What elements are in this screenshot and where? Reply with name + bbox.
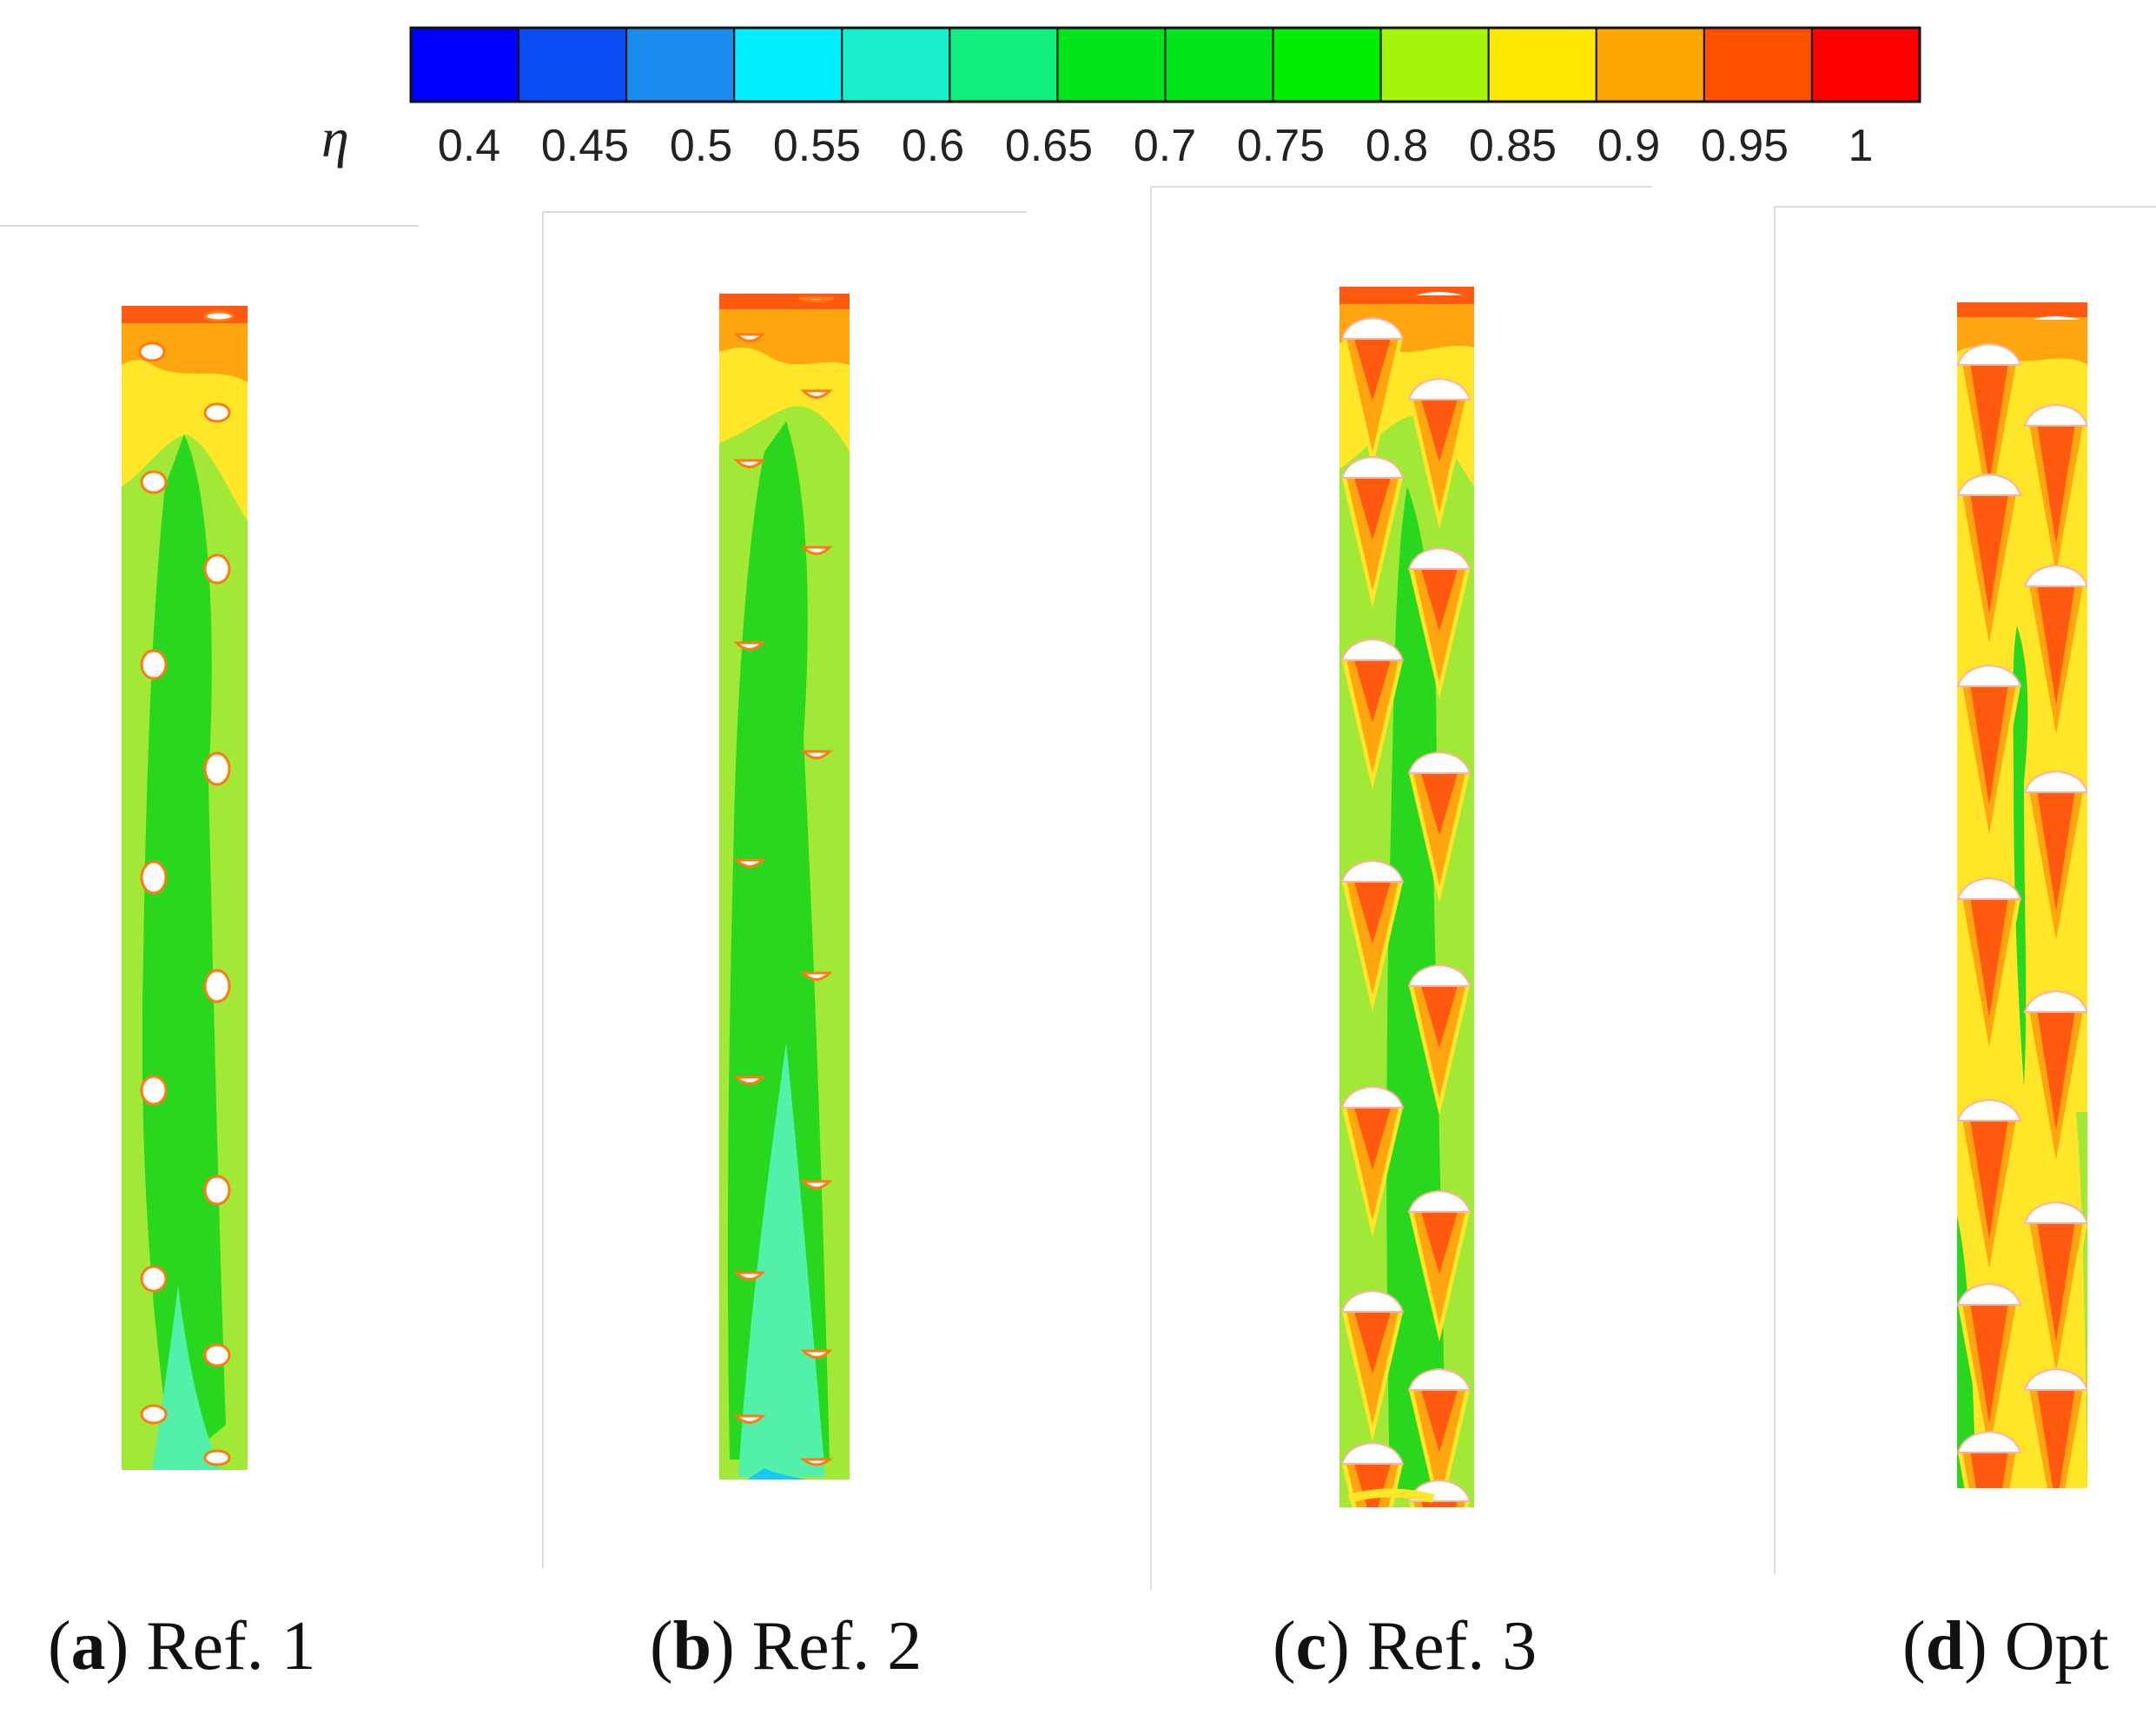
colorbar-cell — [1056, 27, 1167, 103]
colorbar-tick-label: 0.85 — [1469, 121, 1557, 171]
colorbar-tick-label: 0.45 — [541, 121, 629, 171]
caption-b: (b) Ref. 2 — [650, 1608, 923, 1685]
colorbar-tick-label: 0.55 — [773, 121, 861, 171]
caption-b-letter: b — [672, 1608, 712, 1685]
colorbar-frame — [409, 26, 1921, 103]
colorbar: η 0.4 0.45 0.5 0.55 0.6 0.65 0.7 0.75 0.8 0.85 0.9… — [321, 26, 1921, 171]
caption-d: (d) Opt — [1902, 1608, 2109, 1685]
colorbar-tick-label: 0.75 — [1237, 121, 1325, 171]
colorbar-cell — [733, 27, 843, 103]
colorbar-tick-label: 0.5 — [670, 121, 732, 171]
colorbar-tick-label: 0.8 — [1366, 121, 1428, 171]
contour-panel-a — [122, 306, 248, 1470]
colorbar-cell — [410, 27, 520, 103]
colorbar-tick-label: 0.65 — [1005, 121, 1093, 171]
caption-d-label: Opt — [2004, 1608, 2109, 1685]
colorbar-tick-label: 0.7 — [1134, 121, 1196, 171]
colorbar-cell — [1595, 27, 1705, 103]
caption-c-label: Ref. 3 — [1366, 1608, 1538, 1685]
colorbar-cell — [1487, 27, 1597, 103]
contour-panel-b — [719, 294, 850, 1479]
colorbar-tick-label: 0.95 — [1701, 121, 1789, 171]
colorbar-cell — [1272, 27, 1382, 103]
colorbar-cell — [1810, 27, 1921, 103]
panel-frames — [0, 186, 2156, 1590]
colorbar-tick-label: 1 — [1848, 121, 1874, 171]
contour-panel-d — [1957, 302, 2087, 1488]
caption-a-letter: a — [70, 1608, 106, 1685]
colorbar-cell — [841, 27, 951, 103]
colorbar-cell — [625, 27, 736, 103]
caption-c-letter: c — [1295, 1608, 1327, 1685]
contour-panel-c — [1339, 287, 1474, 1507]
colorbar-cell — [1379, 27, 1490, 103]
colorbar-cell — [949, 27, 1059, 103]
colorbar-ticks: 0.4 0.45 0.5 0.55 0.6 0.65 0.7 0.75 0.8 0.85 0.9 0.… — [438, 121, 1874, 171]
colorbar-cells — [410, 27, 1921, 103]
colorbar-symbol: η — [321, 107, 349, 169]
caption-a: (a) Ref. 1 — [48, 1608, 316, 1685]
colorbar-tick-label: 0.9 — [1597, 121, 1660, 171]
colorbar-tick-label: 0.6 — [902, 121, 964, 171]
colorbar-cell — [518, 27, 628, 103]
caption-d-letter: d — [1925, 1608, 1965, 1685]
colorbar-tick-label: 0.4 — [438, 121, 500, 171]
caption-c: (c) Ref. 3 — [1273, 1608, 1538, 1685]
caption-a-label: Ref. 1 — [146, 1608, 316, 1685]
colorbar-cell — [1164, 27, 1274, 103]
colorbar-cell — [1703, 27, 1813, 103]
caption-b-label: Ref. 2 — [751, 1608, 923, 1685]
